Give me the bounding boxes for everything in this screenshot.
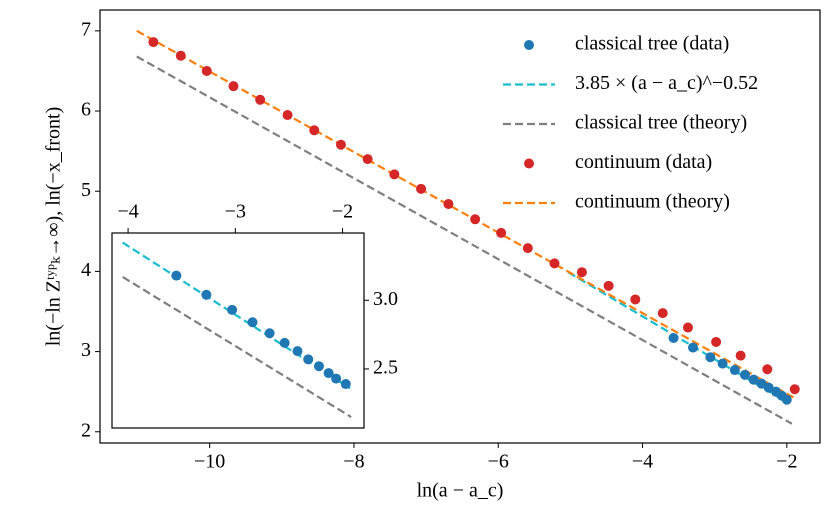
data-point — [309, 125, 320, 136]
data-point — [630, 294, 641, 305]
y-tick-label: 6 — [81, 99, 91, 121]
data-point — [292, 346, 303, 357]
data-point — [729, 365, 740, 376]
y-tick-label: 4 — [81, 259, 91, 281]
y-axis-label: ln(−ln Zᵗʸᵖₖ→∞), ln(−x_front) — [43, 107, 65, 347]
x-tick-label: −4 — [632, 451, 653, 473]
x-tick-label: −6 — [488, 451, 509, 473]
inset: −4 −3 −2 2.5 3.0 — [111, 201, 398, 429]
y-tick-label: 5 — [81, 179, 91, 201]
data-point — [789, 384, 800, 395]
data-point — [255, 94, 266, 105]
data-point — [264, 328, 275, 339]
x-tick-label: −3 — [225, 201, 246, 223]
data-point — [331, 373, 342, 384]
data-point — [549, 258, 560, 269]
data-point — [175, 50, 186, 61]
x-axis-label: ln(a − a_c) — [417, 480, 504, 502]
data-point — [171, 270, 182, 281]
data-point — [682, 322, 693, 333]
y-tick-label: 3.0 — [373, 288, 398, 310]
data-point — [762, 364, 773, 375]
data-point — [717, 358, 728, 369]
data-point — [282, 110, 293, 121]
y-tick-label: 7 — [81, 18, 91, 40]
data-point — [148, 37, 159, 48]
data-point — [705, 352, 716, 363]
data-point — [781, 394, 792, 405]
data-point — [576, 267, 587, 278]
data-point — [688, 342, 699, 353]
data-point — [313, 361, 324, 372]
data-point — [247, 317, 258, 328]
x-tick-label: −8 — [343, 451, 364, 473]
data-point — [496, 227, 507, 238]
axes-frame — [111, 232, 365, 429]
data-point — [303, 354, 314, 365]
data-point — [657, 308, 668, 319]
data-point — [201, 65, 212, 76]
legend-label: classical tree (data) — [575, 33, 729, 55]
data-point — [323, 368, 334, 379]
axes-frame — [99, 9, 821, 444]
fit-line — [136, 55, 793, 425]
data-point — [522, 243, 533, 254]
data-point — [201, 289, 212, 300]
plot-area — [112, 233, 364, 428]
data-point — [279, 337, 290, 348]
legend-label: classical tree (theory) — [575, 112, 747, 134]
x-tick-label: −4 — [117, 201, 138, 223]
legend-label: continuum (theory) — [575, 191, 730, 213]
y-tick-label: 3 — [81, 339, 91, 361]
legend-marker — [524, 158, 534, 169]
data-point — [668, 332, 679, 343]
data-point — [739, 369, 750, 380]
x-tick-label: −2 — [776, 451, 797, 473]
fit-line — [122, 241, 351, 390]
data-point — [603, 280, 614, 291]
legend-marker — [524, 40, 534, 50]
data-point — [362, 154, 373, 165]
data-point — [711, 336, 722, 347]
data-point — [335, 139, 346, 150]
data-point — [735, 350, 746, 361]
legend-label: continuum (data) — [575, 151, 712, 173]
data-point — [227, 304, 238, 315]
data-point — [748, 374, 759, 385]
data-point — [228, 81, 239, 92]
data-point — [416, 183, 427, 194]
legend: classical tree (data) 3.85 × (a − a_c)^−0… — [503, 33, 758, 213]
legend-label: 3.85 × (a − a_c)^−0.52 — [575, 72, 758, 94]
x-tick-label: −10 — [194, 451, 225, 473]
fit-line — [136, 29, 796, 400]
data-point — [389, 169, 400, 180]
data-point — [443, 199, 454, 210]
marks — [136, 29, 800, 425]
data-point — [470, 214, 481, 225]
y-tick-label: 2 — [81, 419, 91, 441]
y-tick-label: 2.5 — [373, 357, 398, 379]
data-point — [340, 379, 351, 390]
fit-line — [122, 276, 352, 418]
marks — [122, 241, 352, 418]
x-tick-label: −2 — [332, 201, 353, 223]
